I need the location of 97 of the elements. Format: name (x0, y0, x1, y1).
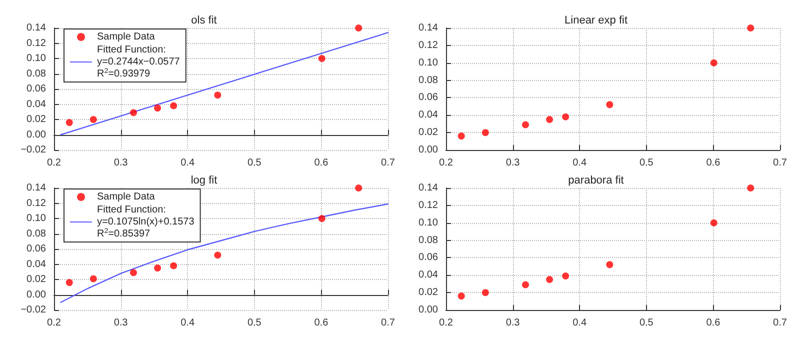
point (482, 289, 489, 296)
point (458, 132, 465, 140)
x-tick-label: 0.7 (773, 318, 788, 328)
y-tick-label: 0.10 (26, 53, 46, 64)
line-series (60, 203, 389, 303)
point (562, 113, 570, 120)
y-tick-label: 0.10 (418, 57, 438, 68)
y-tick-label: 0.08 (26, 68, 46, 80)
x-tick-label: 0.2 (47, 158, 62, 168)
x-tick-label: 0.5 (639, 318, 654, 328)
y-tick-label: 0.12 (26, 198, 46, 209)
y-tick-label: 0.14 (26, 182, 46, 194)
x-tick-label: 0.2 (439, 318, 454, 328)
y-tick-label: 0.02 (418, 287, 438, 298)
y-tick-label: 0.14 (418, 22, 438, 34)
legend-label: Sample Data (97, 32, 156, 42)
y-tick-label: 0.00 (26, 129, 46, 140)
point (355, 184, 362, 192)
point (606, 261, 614, 268)
x-tick-label: 0.6 (314, 158, 329, 168)
x-tick-label: 0.6 (706, 158, 721, 168)
y-tick-label: 0.04 (26, 258, 46, 270)
y-tick-label: 0.04 (418, 110, 438, 121)
y-tick-label: 0.00 (26, 289, 46, 300)
y-tick-label: 0.10 (418, 217, 438, 228)
x-tick-label: 0.5 (247, 158, 262, 168)
x-tick-label: 0.4 (572, 158, 587, 168)
y-tick-label: 0.12 (418, 40, 438, 51)
point (66, 119, 73, 126)
y-tick-label: 0.02 (418, 127, 438, 138)
point (154, 104, 162, 112)
point (710, 59, 718, 66)
x-tick-label: 0.7 (381, 318, 396, 328)
point (66, 279, 73, 286)
point (130, 269, 137, 276)
x-tick-label: 0.4 (180, 158, 195, 168)
point (710, 219, 718, 226)
point (318, 215, 326, 222)
point (130, 109, 137, 116)
chart-title: Linear exp fit (564, 14, 628, 26)
x-tick-label: 0.2 (439, 158, 454, 168)
x-tick-label: 0.4 (180, 318, 195, 328)
y-tick-label: 0.02 (26, 274, 46, 285)
point (546, 276, 554, 283)
y-tick-label: 0.04 (26, 98, 46, 110)
point (170, 262, 178, 270)
y-tick-label: 0.04 (418, 270, 438, 281)
y-tick-label: 0.06 (26, 84, 46, 94)
point (154, 264, 162, 272)
point (170, 102, 178, 110)
y-tick-label: 0.14 (26, 22, 46, 34)
point (562, 272, 570, 280)
x-tick-label: 0.6 (706, 318, 721, 328)
x-tick-label: 0.3 (114, 158, 128, 168)
point (606, 101, 614, 108)
y-tick-label: 0.02 (26, 114, 46, 125)
x-tick-label: 0.3 (506, 318, 520, 328)
point (458, 292, 465, 300)
x-tick-label: 0.3 (506, 158, 520, 168)
point (747, 24, 754, 32)
y-tick-label: −0.02 (20, 304, 46, 316)
y-tick-label: 0.00 (418, 304, 438, 316)
chart-title: ols fit (191, 14, 217, 26)
point (355, 24, 362, 32)
y-tick-label: 0.06 (418, 252, 438, 264)
x-tick-label: 0.5 (639, 158, 654, 168)
point (90, 275, 97, 282)
point (522, 121, 529, 128)
point (522, 281, 529, 288)
x-tick-label: 0.3 (114, 318, 128, 328)
point (482, 129, 489, 136)
x-tick-label: 0.6 (314, 318, 329, 328)
y-tick-label: 0.10 (26, 213, 46, 224)
point (214, 252, 222, 259)
point (747, 184, 754, 192)
x-tick-label: 0.7 (381, 158, 396, 168)
y-tick-label: 0.06 (26, 244, 46, 254)
x-tick-label: 0.7 (773, 158, 788, 168)
y-tick-label: 0.12 (418, 200, 438, 211)
x-tick-label: 0.4 (572, 318, 587, 328)
point (546, 116, 554, 123)
y-tick-label: −0.02 (20, 144, 46, 156)
y-tick-label: 0.08 (26, 228, 46, 240)
y-tick-label: 0.14 (418, 182, 438, 194)
point (214, 92, 222, 99)
point (318, 55, 326, 62)
y-tick-label: 0.00 (418, 144, 438, 156)
chart-title: log fit (190, 174, 218, 186)
y-tick-label: 0.08 (418, 74, 438, 86)
point (90, 116, 97, 123)
y-tick-label: 0.06 (418, 92, 438, 104)
y-tick-label: 0.12 (26, 38, 46, 49)
chart-title: parabora fit (568, 174, 624, 186)
y-tick-label: 0.08 (418, 234, 438, 246)
x-tick-label: 0.5 (247, 318, 262, 328)
x-tick-label: 0.2 (47, 318, 62, 328)
legend-label: Sample Data (97, 192, 156, 202)
